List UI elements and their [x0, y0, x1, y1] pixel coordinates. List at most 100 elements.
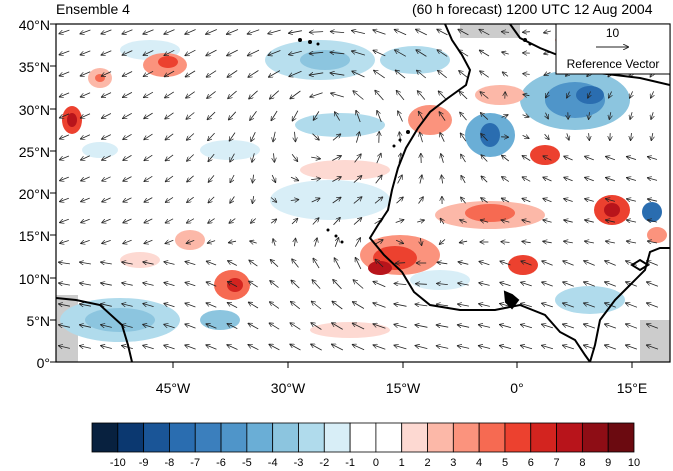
wind-vector: [122, 240, 132, 243]
wind-vector: [311, 178, 321, 179]
wind-vector: [439, 239, 446, 244]
wind-vector: [206, 91, 216, 98]
wind-vector: [121, 325, 133, 328]
wind-vector: [563, 199, 573, 202]
wind-vector: [80, 240, 90, 243]
colorbar-tick-label: 7: [553, 457, 560, 469]
colorbar-swatch: [556, 422, 583, 453]
anomaly-shading: [60, 34, 667, 342]
wind-vector: [605, 156, 616, 159]
wind-vector: [332, 301, 343, 310]
wind-vector: [373, 324, 386, 329]
wind-vector: [295, 131, 296, 142]
wind-vector: [185, 282, 196, 287]
wind-vector: [227, 345, 238, 350]
wind-vector: [332, 197, 342, 204]
wind-vector: [546, 112, 549, 120]
wind-vector: [543, 155, 552, 161]
wind-vector: [185, 91, 195, 99]
wind-vector: [269, 323, 280, 330]
wind-vector: [59, 176, 69, 181]
wind-vector: [164, 49, 175, 57]
wind-vector: [584, 241, 594, 243]
wind-vector: [164, 91, 175, 98]
wind-vector: [79, 346, 91, 349]
wind-vector: [522, 135, 530, 138]
wind-vector: [416, 70, 427, 79]
wind-vector: [311, 157, 321, 159]
wind-vector: [123, 218, 132, 223]
wind-vector: [248, 281, 258, 288]
wind-vector: [395, 263, 406, 264]
wind-vector: [441, 175, 442, 184]
wind-vector: [352, 71, 365, 78]
wind-vector: [228, 111, 237, 120]
wind-vector: [588, 91, 591, 99]
colorbar-tick-label: 3: [450, 457, 457, 469]
colorbar-swatch: [194, 422, 222, 453]
wind-vector: [330, 31, 345, 32]
wind-vector: [436, 325, 449, 327]
wind-vector: [480, 112, 489, 120]
wind-vector: [144, 218, 153, 223]
wind-vector: [478, 346, 491, 349]
wind-vector: [520, 324, 533, 329]
wind-vector: [563, 220, 573, 222]
wind-vector: [79, 304, 91, 306]
wind-vector: [144, 197, 153, 203]
colorbar-swatch: [452, 422, 480, 453]
wind-vector: [165, 218, 174, 223]
wind-vector: [373, 281, 386, 288]
lon-label-15w: 15°W: [385, 380, 421, 396]
wind-vector: [311, 323, 322, 330]
wind-vector: [101, 50, 112, 56]
wind-vector: [271, 110, 278, 121]
wind-vector: [352, 344, 365, 351]
wind-vector: [292, 259, 299, 268]
colorbar-tick-label: -4: [267, 457, 278, 469]
wind-vector: [122, 133, 132, 139]
wind-vector: [249, 260, 258, 267]
wind-vector: [333, 279, 342, 290]
wind-vector: [142, 345, 154, 350]
wind-vector: [313, 111, 320, 120]
lat-label-15n: 15°N: [18, 228, 50, 244]
wind-vector: [80, 29, 91, 34]
wind-vector: [252, 174, 253, 184]
wind-vector: [457, 283, 469, 285]
wind-vector: [165, 133, 174, 140]
wind-vector: [479, 261, 490, 266]
wind-vector: [143, 29, 154, 35]
colorbar-tick-label: -5: [242, 457, 252, 469]
wind-vector: [58, 325, 70, 328]
wind-vector: [354, 237, 360, 247]
wind-vector: [397, 175, 403, 184]
wind-vector: [501, 115, 509, 118]
wind-vector: [544, 133, 550, 140]
wind-vector: [251, 132, 256, 142]
wind-vector: [165, 240, 174, 243]
wind-vector: [480, 198, 488, 203]
wind-vector: [332, 177, 341, 182]
wind-vector: [499, 282, 511, 287]
wind-vector: [59, 219, 69, 222]
wind-vector: [395, 220, 405, 223]
wind-vector: [101, 71, 112, 77]
wind-vector: [123, 155, 132, 160]
wind-vector: [143, 50, 154, 56]
wind-vector: [521, 241, 531, 242]
wind-vector: [268, 70, 281, 78]
wind-vector: [415, 345, 428, 349]
wind-vector: [481, 133, 488, 141]
wind-vector: [583, 282, 595, 287]
wind-vector: [269, 344, 280, 351]
wind-vector: [206, 49, 217, 57]
wind-vector: [415, 304, 428, 306]
wind-vector: [312, 133, 320, 141]
wind-vector: [439, 111, 446, 121]
wind-vector: [227, 302, 238, 308]
wind-vector: [333, 217, 341, 226]
wind-vector: [355, 257, 362, 270]
wind-vector: [478, 304, 490, 307]
